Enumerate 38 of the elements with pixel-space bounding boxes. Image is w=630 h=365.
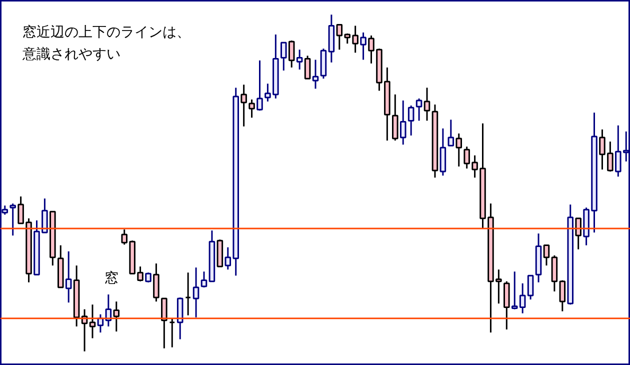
candlestick: [559, 280, 566, 312]
candlestick: [304, 54, 311, 80]
candlestick: [360, 32, 366, 61]
candlestick: [145, 272, 152, 284]
candlestick: [312, 59, 319, 90]
candlestick: [280, 42, 287, 72]
candlestick: [296, 48, 303, 70]
candlestick: [89, 304, 96, 339]
candlestick: [192, 266, 200, 318]
candlestick: [392, 94, 398, 142]
candlestick: [153, 262, 160, 302]
candlestick: [504, 280, 510, 330]
candlestick: [248, 98, 255, 118]
text: 意識されやすい: [22, 46, 120, 62]
candlestick: [575, 218, 582, 250]
candlestick: [288, 40, 295, 68]
candlestick: [200, 270, 208, 288]
candlestick: [400, 100, 406, 146]
candlestick: [176, 296, 184, 340]
candlestick: [169, 318, 176, 348]
candlestick: [65, 250, 72, 304]
candlestick: [551, 254, 558, 292]
candlestick: [10, 202, 16, 236]
annotation: 窓: [104, 270, 118, 286]
candlestick: [543, 244, 550, 266]
candlestick: [416, 98, 422, 122]
candlestick: [424, 86, 430, 122]
candlestick: [448, 118, 454, 146]
candlestick: [408, 104, 414, 136]
candlestick: [440, 128, 446, 176]
candlestick: [113, 300, 120, 332]
candlestick: [256, 60, 263, 112]
candlestick: [184, 272, 192, 316]
text: 窓近辺の上下のラインは、: [22, 24, 190, 40]
candlestick: [240, 84, 247, 128]
candlestick: [527, 274, 534, 300]
candlestick: [456, 132, 462, 168]
candlestick: [161, 298, 168, 350]
